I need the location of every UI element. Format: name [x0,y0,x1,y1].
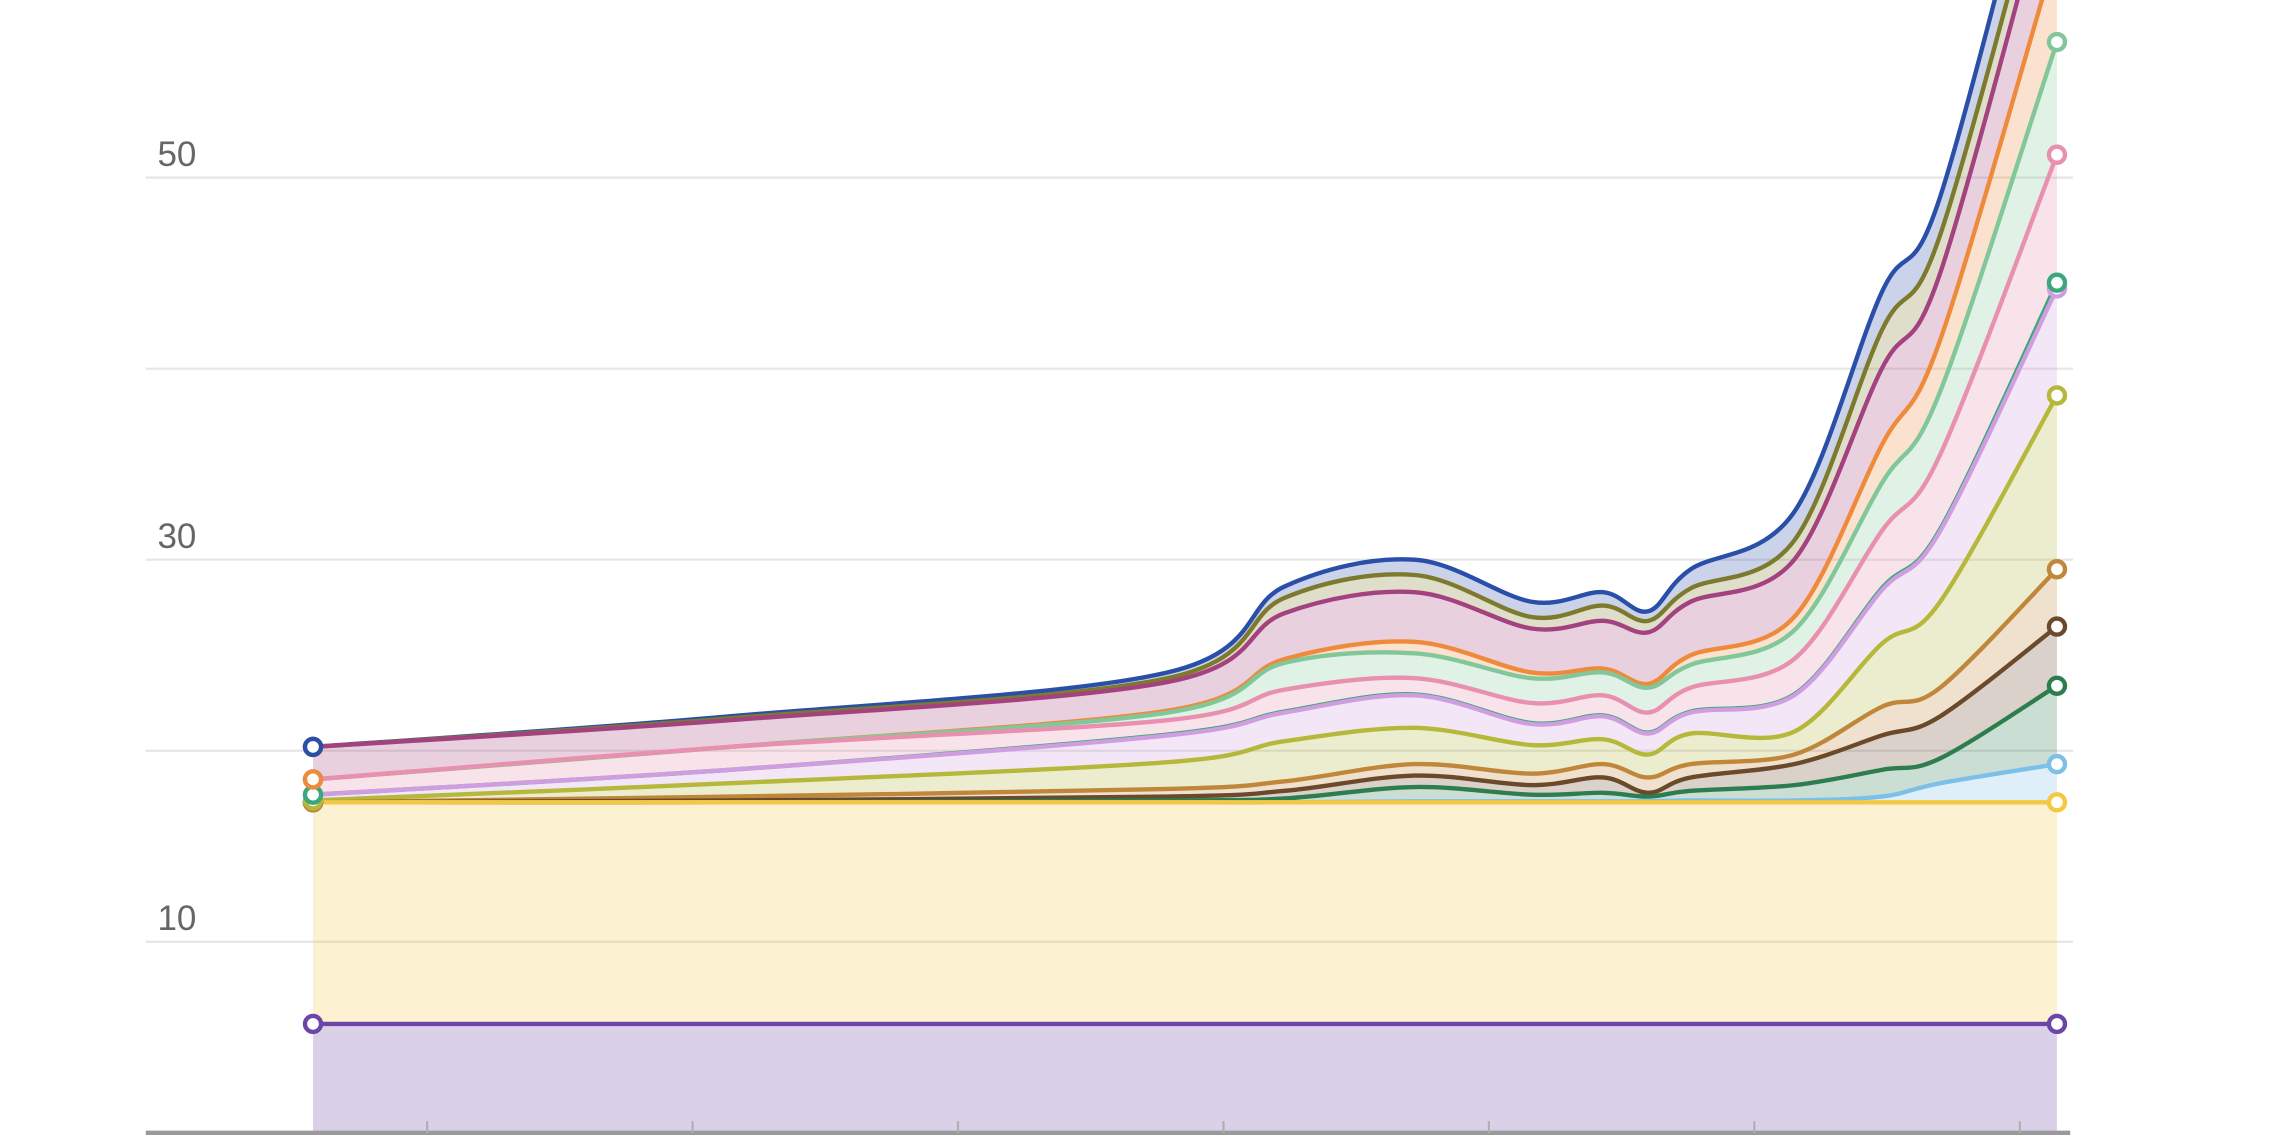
grid [145,176,2074,943]
area [313,1023,2057,1133]
area [313,685,2057,803]
point-marker [2046,144,2068,165]
line [312,153,2060,782]
point-marker [302,736,324,758]
y-tick-label: 50 [157,135,196,174]
area [313,802,2057,1024]
y-tick-label: 10 [157,899,196,938]
line [312,0,2020,750]
point-marker [2046,675,2068,696]
point-marker [2046,559,2068,580]
point-marker [2046,616,2068,637]
y-tick-label: 30 [157,517,196,556]
line [312,0,1997,750]
point-marker [2046,272,2068,293]
point-marker [2046,31,2068,53]
point-marker [2046,385,2068,406]
plot-area [302,0,2068,1133]
line [312,567,2059,805]
point-marker [2046,1013,2068,1035]
axes: 10 30 50 [145,135,2071,1135]
line [313,624,2059,805]
point-marker [2046,792,2068,813]
line [312,287,2059,797]
point-marker [2046,753,2068,775]
point-marker [302,769,324,790]
line [312,394,2059,803]
point-marker [302,1013,324,1035]
